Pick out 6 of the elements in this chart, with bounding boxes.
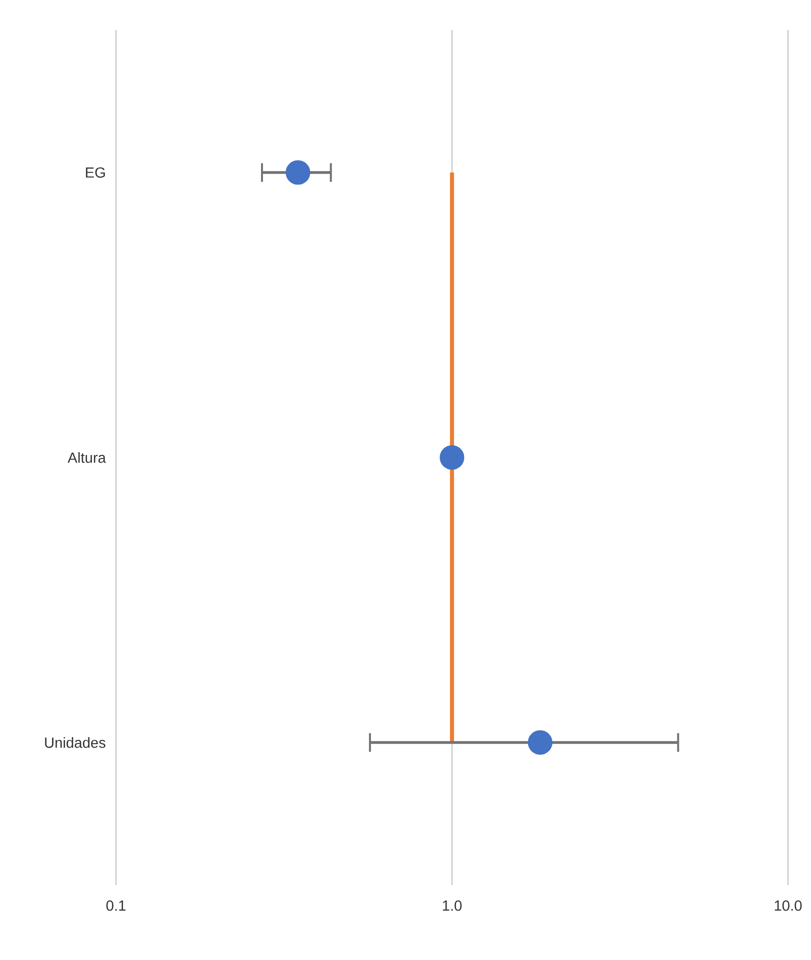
- y-tick-label: Altura: [68, 452, 106, 463]
- y-tick-label: EG: [86, 167, 105, 178]
- x-tick-label: 0.1: [106, 900, 126, 911]
- y-tick-label: Unidades: [45, 737, 106, 748]
- x-tick-label: 1.0: [442, 900, 462, 911]
- x-tick-label: 10.0: [774, 900, 802, 911]
